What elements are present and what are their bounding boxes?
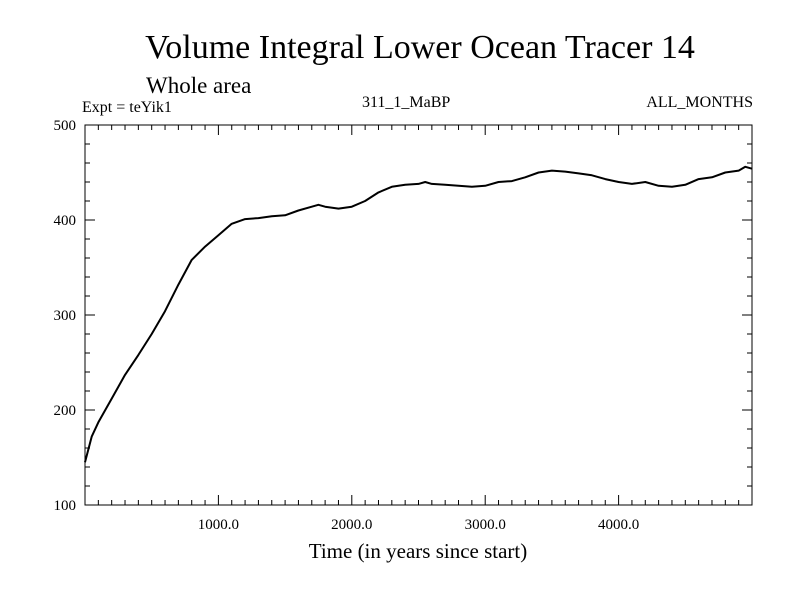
expt-label: Expt = teYik1 xyxy=(82,99,172,116)
x-tick-label: 4000.0 xyxy=(598,517,639,533)
months-label: ALL_MONTHS xyxy=(646,94,753,111)
y-tick-label: 500 xyxy=(54,118,77,134)
plot-frame xyxy=(84,124,753,506)
run-label: 311_1_MaBP xyxy=(362,94,450,111)
y-tick-label: 200 xyxy=(54,403,77,419)
x-axis-label: Time (in years since start) xyxy=(309,539,528,563)
chart-subtitle: Whole area xyxy=(146,73,251,98)
chart-title: Volume Integral Lower Ocean Tracer 14 xyxy=(145,29,695,66)
x-tick-label: 3000.0 xyxy=(465,517,506,533)
series-line-tracer-14 xyxy=(84,165,753,463)
x-tick-label: 2000.0 xyxy=(331,517,372,533)
y-tick-label: 300 xyxy=(54,308,77,324)
y-tick-label: 100 xyxy=(54,498,77,514)
y-tick-label: 400 xyxy=(54,213,77,229)
axis-ticks xyxy=(85,125,752,505)
x-tick-label: 1000.0 xyxy=(198,517,239,533)
axis-tick-labels: 1000.0 2000.0 3000.0 4000.0 100 200 300 400 500 xyxy=(54,118,640,533)
